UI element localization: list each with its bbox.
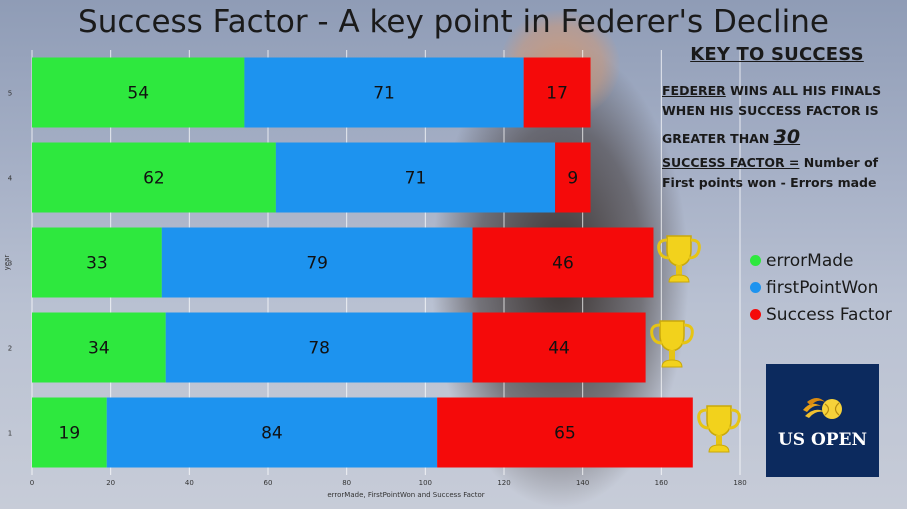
bar-segment [244, 57, 524, 128]
x-tick-label: 60 [264, 479, 273, 487]
key-rule-name: FEDERER [662, 83, 726, 98]
x-axis-title: errorMade, FirstPointWon and Success Fac… [327, 491, 484, 499]
bar-segment [32, 227, 162, 298]
x-tick-label: 80 [342, 479, 351, 487]
bar-segment [472, 312, 646, 383]
bar-segment [32, 397, 107, 468]
bar-segment [161, 227, 473, 298]
bar-value-label: 71 [405, 169, 427, 189]
bar-value-label: 44 [548, 339, 570, 359]
legend-label: errorMade [766, 250, 854, 271]
legend-dot-icon [750, 309, 761, 320]
bar-value-label: 84 [261, 424, 283, 444]
bar-value-label: 65 [554, 424, 576, 444]
y-tick-label: 3 [8, 260, 12, 268]
key-rule-line-1: FEDERER WINS ALL HIS FINALS [662, 81, 892, 101]
x-tick-label: 40 [185, 479, 194, 487]
bar-value-label: 9 [567, 169, 578, 189]
x-tick-label: 100 [419, 479, 432, 487]
trophy-icon [648, 317, 696, 373]
us-open-logo: US OPEN [766, 364, 879, 477]
bar-segment [437, 397, 693, 468]
key-threshold: 30 [773, 126, 801, 148]
trophy-icon [695, 402, 743, 458]
bar-value-label: 17 [546, 84, 568, 104]
x-tick-label: 0 [30, 479, 34, 487]
us-open-logo-text: US OPEN [777, 429, 868, 450]
legend-item-error-made: errorMade [750, 247, 892, 274]
bar-value-label: 54 [127, 84, 149, 104]
bar-value-label: 19 [59, 424, 81, 444]
chart-title: Success Factor - A key point in Federer'… [78, 4, 829, 40]
trophy-icon [655, 232, 703, 288]
key-panel-heading: KEY TO SUCCESS [690, 44, 864, 65]
legend-label: Success Factor [766, 304, 892, 325]
bar-value-label: 33 [86, 254, 108, 274]
key-definition-rest: Number of [799, 155, 879, 170]
legend-dot-icon [750, 255, 761, 266]
y-tick-label: 4 [8, 175, 13, 183]
y-tick-label: 1 [8, 430, 12, 438]
bar-segment [523, 57, 591, 128]
bar-value-label: 78 [308, 339, 330, 359]
bar-segment [555, 142, 591, 213]
legend-label: firstPointWon [766, 277, 879, 298]
bar-value-labels: 19 84 65 34 78 44 33 79 46 62 71 9 54 71 17 [59, 84, 579, 444]
bar-value-label: 62 [143, 169, 165, 189]
x-tick-label: 160 [655, 479, 668, 487]
y-tick-label: 2 [8, 345, 12, 353]
bar-value-label: 71 [373, 84, 395, 104]
legend-item-first-point-won: firstPointWon [750, 274, 892, 301]
key-definition-line-2: First points won - Errors made [662, 175, 877, 190]
bar-segment [275, 142, 556, 213]
x-tick-label: 120 [497, 479, 510, 487]
x-tick-label: 140 [576, 479, 589, 487]
key-definition-term: SUCCESS FACTOR = [662, 155, 800, 170]
y-tick-label: 5 [8, 90, 12, 98]
bar-segment [106, 397, 438, 468]
x-tick-label: 180 [733, 479, 746, 487]
bar-value-label: 79 [306, 254, 328, 274]
key-definition-line-1: SUCCESS FACTOR = Number of [662, 153, 892, 173]
y-axis-title: year [3, 255, 11, 271]
flaming-ball-icon [801, 392, 845, 426]
bar-value-label: 46 [552, 254, 574, 274]
key-rule-line-1-rest: WINS ALL HIS FINALS [725, 83, 882, 98]
key-rule-line-2: WHEN HIS SUCCESS FACTOR IS [662, 103, 879, 118]
bar-segment [32, 57, 245, 128]
legend: errorMade firstPointWon Success Factor [750, 247, 892, 328]
bar-segment [32, 312, 166, 383]
x-tick-label: 20 [106, 479, 115, 487]
legend-item-success-factor: Success Factor [750, 301, 892, 328]
key-rule-prefix: GREATER THAN [662, 131, 774, 146]
bar-value-label: 34 [88, 339, 110, 359]
bars [32, 57, 693, 468]
key-rule-line-3: GREATER THAN 30 [662, 127, 892, 149]
bar-segment [32, 142, 276, 213]
bar-segment [472, 227, 654, 298]
legend-dot-icon [750, 282, 761, 293]
key-to-success-panel: KEY TO SUCCESS FEDERER WINS ALL HIS FINA… [662, 44, 892, 193]
bar-segment [165, 312, 473, 383]
